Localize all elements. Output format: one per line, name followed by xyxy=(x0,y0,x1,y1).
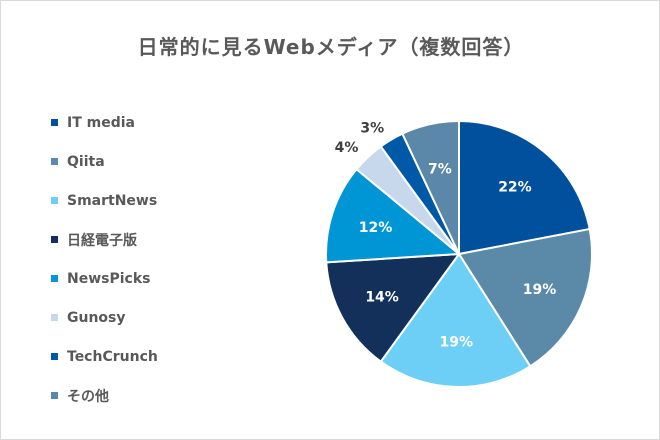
pie-slice xyxy=(458,119,591,256)
legend-item: NewsPicks xyxy=(51,259,251,298)
legend-swatch xyxy=(51,275,58,282)
pie-slice xyxy=(457,227,593,368)
legend-item: TechCrunch xyxy=(51,337,251,376)
slice-data-label: 4% xyxy=(335,140,359,156)
legend-item: SmartNews xyxy=(51,181,251,220)
pie-slice xyxy=(379,252,532,388)
legend-label: TechCrunch xyxy=(67,348,158,365)
legend-item: Gunosy xyxy=(51,298,251,337)
legend-swatch xyxy=(51,353,58,360)
legend-label: その他 xyxy=(67,388,109,405)
slice-data-label: 3% xyxy=(360,120,384,136)
legend-swatch xyxy=(51,314,58,321)
legend: IT media Qiita SmartNews 日経電子版 NewsPicks Guno… xyxy=(51,103,251,415)
legend-label: NewsPicks xyxy=(67,270,151,287)
chart-title: 日常的に見るWebメディア（複数回答） xyxy=(137,35,525,59)
pie-slice xyxy=(401,119,460,255)
legend-swatch xyxy=(51,158,58,165)
slice-data-label: 19% xyxy=(439,335,473,351)
slice-data-label: 14% xyxy=(365,289,399,305)
legend-label: Gunosy xyxy=(67,309,126,326)
legend-item: その他 xyxy=(51,376,251,415)
legend-swatch xyxy=(51,392,58,399)
slice-data-label: 7% xyxy=(428,161,452,177)
legend-swatch xyxy=(51,236,58,243)
legend-swatch xyxy=(51,197,58,204)
slice-data-label: 22% xyxy=(498,179,532,195)
legend-label: 日経電子版 xyxy=(67,232,137,249)
pie-slice xyxy=(325,167,462,264)
legend-label: IT media xyxy=(67,114,135,131)
slice-data-label: 12% xyxy=(359,220,393,236)
pie-slice xyxy=(325,252,462,363)
legend-item: IT media xyxy=(51,103,251,142)
slice-data-label: 19% xyxy=(523,282,557,298)
legend-swatch xyxy=(51,119,58,126)
legend-item: Qiita xyxy=(51,142,251,181)
legend-item: 日経電子版 xyxy=(51,220,251,259)
legend-label: SmartNews xyxy=(67,192,158,209)
legend-label: Qiita xyxy=(67,153,105,170)
